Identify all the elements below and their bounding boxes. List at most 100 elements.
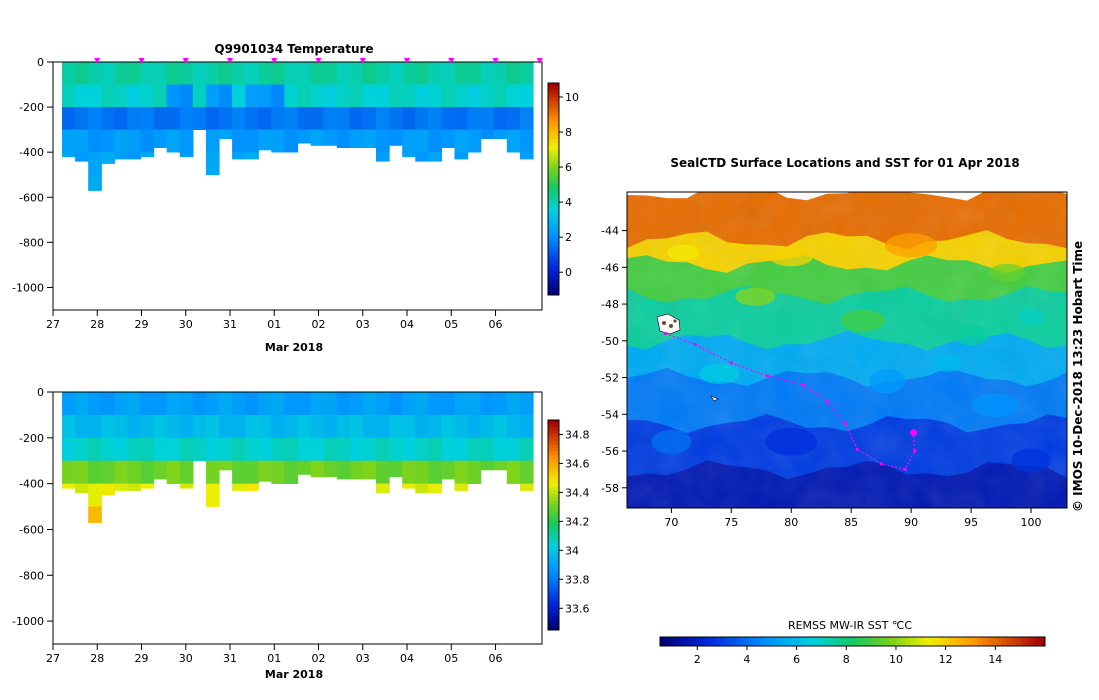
sst-colorbar-segment (833, 637, 839, 646)
profile-cell (467, 437, 482, 462)
colorbar-tick-label: 10 (565, 91, 579, 104)
sst-colorbar-segment (910, 637, 916, 646)
profile-cell (258, 62, 272, 85)
x-tick-label: 27 (46, 318, 60, 331)
y-tick-label: 0 (37, 56, 44, 69)
profile-cell (441, 437, 456, 462)
profile-cell (205, 107, 220, 130)
profile-cell (376, 84, 390, 108)
sst-eddy (885, 233, 938, 258)
colorbar-segment (548, 588, 559, 592)
x-tick-label: 30 (179, 318, 193, 331)
profile-cell (114, 392, 128, 416)
surface-marker (227, 58, 234, 64)
x-tick-label: 27 (46, 652, 60, 665)
colorbar-segment (548, 107, 559, 112)
seal-track-point (913, 449, 917, 453)
colorbar-segment (548, 441, 559, 445)
sst-colorbar-segment (785, 637, 791, 646)
profile-cell (284, 84, 299, 108)
colorbar-segment (548, 284, 559, 289)
sst-colorbar-tick-label: 2 (694, 653, 701, 666)
colorbar-segment (548, 93, 559, 98)
profile-cell (284, 62, 299, 85)
profile-cell (323, 460, 338, 478)
map-latitude-axis: -44 -46 -48 -50 -52 -54 -56 -58 (601, 225, 627, 495)
colorbar-segment (548, 619, 559, 624)
colorbar-segment (548, 570, 559, 575)
sst-colorbar-segment (958, 637, 964, 646)
profile-cell (467, 392, 482, 416)
sst-colorbar-segment (862, 637, 868, 646)
profile-cell (297, 460, 312, 475)
profile-cell (480, 460, 495, 471)
profile-cell (271, 437, 285, 462)
sst-colorbar-segment (765, 637, 772, 646)
sst-colorbar-segment (669, 637, 675, 646)
colorbar-segment (548, 114, 559, 119)
colorbar-segment (548, 546, 559, 550)
colorbar-segment (548, 437, 559, 442)
profile-cell (402, 392, 416, 416)
profile-cell (519, 107, 534, 130)
profile-cell (205, 460, 220, 484)
profile-cell (179, 62, 194, 85)
colorbar-segment (548, 605, 559, 610)
profile-cell (62, 460, 76, 484)
colorbar-segment (548, 539, 559, 543)
profile-cell (441, 392, 456, 416)
profile-cell (428, 107, 442, 130)
profile-cell (166, 437, 181, 462)
colorbar-segment (548, 493, 559, 498)
profile-cell (284, 460, 299, 484)
profile-cell (166, 414, 181, 439)
profile-cell (480, 392, 495, 416)
profile-cell (336, 84, 351, 108)
sst-colorbar-segment (712, 637, 719, 646)
profile-cell (179, 84, 194, 108)
profile-cell (454, 414, 469, 439)
colorbar-segment (548, 472, 559, 477)
sst-colorbar-segment (751, 637, 757, 646)
profile-cell (323, 437, 338, 462)
sst-colorbar-segment (660, 637, 666, 646)
sst-eddy (765, 427, 818, 456)
colorbar-segment (548, 500, 559, 505)
x-tick-label: 03 (356, 318, 370, 331)
sst-colorbar-segment (963, 637, 969, 646)
colorbar-segment (548, 581, 559, 585)
profile-cell (232, 483, 246, 491)
profile-cell (519, 460, 534, 484)
profile-cell (232, 107, 246, 130)
profile-cell (75, 414, 89, 439)
seal-track-point (693, 342, 697, 347)
colorbar-segment (548, 469, 559, 473)
profile-cell (480, 129, 495, 139)
profile-cell (506, 414, 521, 439)
colorbar-segment (548, 486, 559, 491)
profile-cell (323, 414, 338, 439)
colorbar-segment (548, 518, 559, 522)
y-tick-label: -400 (19, 478, 44, 491)
colorbar-segment (548, 420, 559, 424)
profile-cell (166, 62, 181, 85)
colorbar-segment (548, 174, 559, 179)
profile-cell (114, 460, 128, 484)
profile-cell (232, 392, 246, 416)
sst-texture (627, 192, 1067, 508)
profile-cell (153, 414, 168, 439)
profile-cell (362, 437, 377, 462)
profile-cell (428, 129, 442, 153)
colorbar-segment (548, 556, 559, 561)
sst-colorbar-segment (761, 637, 767, 646)
profile-cell (114, 62, 128, 85)
profile-cell (297, 129, 312, 144)
colorbar-segment (548, 514, 559, 519)
profile-cell (519, 414, 534, 439)
profile-cell (153, 62, 168, 85)
sst-colorbar-segment (809, 637, 815, 646)
profile-cell (349, 437, 364, 462)
profile-cell (349, 129, 364, 148)
colorbar-segment (548, 104, 559, 109)
